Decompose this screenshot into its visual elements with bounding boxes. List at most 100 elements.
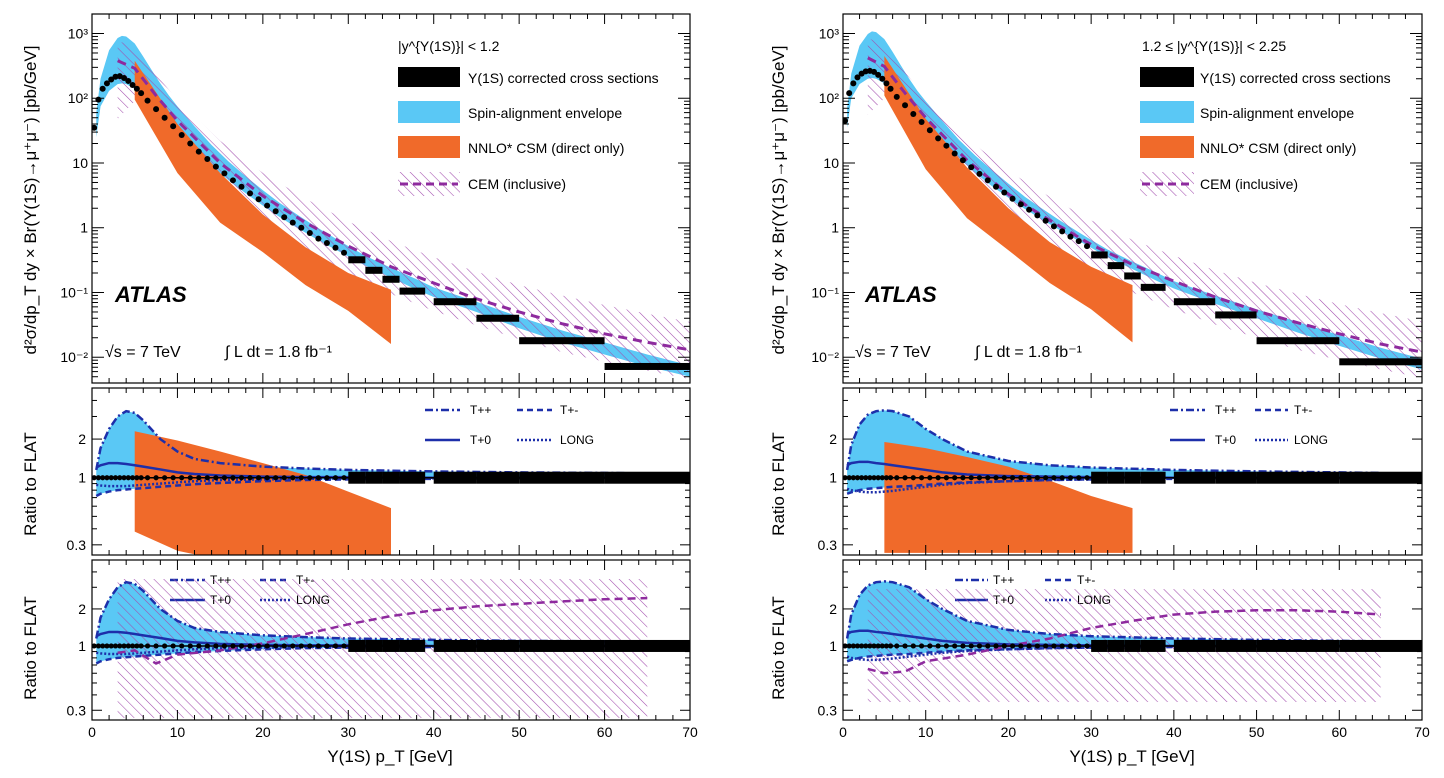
- legend-label-envelope: Spin-alignment envelope: [1200, 105, 1354, 121]
- ratio-y-tick-label: 2: [829, 431, 837, 447]
- legend-swatch-data: [398, 67, 460, 87]
- axes-frame: [91, 387, 691, 556]
- ratio-y-tick-label: 2: [78, 601, 86, 617]
- data-point: [1140, 283, 1166, 291]
- ratio-y-tick-label: 0.3: [818, 702, 838, 718]
- data-point: [382, 275, 400, 283]
- cem-central-line: [117, 59, 690, 352]
- axes-frame: [842, 13, 1423, 384]
- data-point: [875, 71, 882, 78]
- cem-hatch-band: [867, 37, 1422, 378]
- data-point: [153, 106, 160, 113]
- ratio1-plot-area: [92, 409, 690, 555]
- legend-label-tpm: T+-: [1294, 403, 1312, 417]
- data-point: [341, 249, 348, 256]
- data-point: [959, 157, 966, 164]
- data-point: [984, 177, 991, 184]
- data-point: [323, 240, 330, 247]
- data-point: [121, 75, 128, 82]
- legend-swatch-envelope: [398, 101, 460, 123]
- x-tick-label: 10: [918, 724, 934, 740]
- legend-label-tpp: T++: [470, 403, 491, 417]
- data-point: [247, 190, 254, 197]
- data-point: [1256, 337, 1340, 345]
- legend-label-tp0: T+0: [470, 433, 491, 447]
- ratio2-long-line: [96, 644, 648, 656]
- data-point: [1173, 298, 1216, 306]
- data-point: [1034, 212, 1041, 219]
- rapidity-label-left: |y^{Υ(1S)}| < 1.2: [398, 38, 500, 54]
- data-point: [92, 124, 98, 131]
- y-tick-label: 10²: [68, 90, 89, 106]
- data-point: [348, 256, 366, 264]
- legend-swatch-envelope: [1140, 101, 1194, 123]
- legend-label-tpp: T++: [1215, 403, 1236, 417]
- legend-label-cem: CEM (inclusive): [1200, 176, 1298, 192]
- data-point: [298, 224, 305, 231]
- data-point: [1017, 201, 1024, 208]
- ratio2-ylabel-left: Ratio to FLAT: [21, 596, 40, 700]
- data-point: [1339, 358, 1422, 366]
- legend-label-long: LONG: [560, 433, 594, 447]
- data-point: [976, 170, 983, 177]
- atlas-label-right: ATLAS: [864, 282, 937, 307]
- ratio-y-tick-label: 0.3: [818, 537, 838, 553]
- data-point: [272, 208, 279, 215]
- legend-swatch-csm: [398, 136, 460, 158]
- data-point: [951, 150, 958, 157]
- axes-frame: [842, 387, 1423, 556]
- data-point: [854, 74, 861, 81]
- data-point: [144, 97, 151, 104]
- ratio1-tpp-line: [95, 409, 648, 475]
- data-point: [476, 314, 520, 322]
- data-point: [170, 123, 177, 130]
- cem-central-line: [867, 56, 1422, 354]
- legend2-label-tpm: T+-: [1077, 573, 1095, 587]
- top-ylabel-left: d²σ/dp_T dy × Br(Υ(1S)→μ⁺μ⁻) [pb/GeV]: [21, 46, 40, 355]
- ratio-y-tick-label: 1: [78, 470, 86, 486]
- ratio1-csm-band: [884, 441, 1133, 553]
- data-point: [433, 298, 477, 306]
- data-point: [879, 75, 886, 82]
- data-point: [918, 118, 925, 125]
- data-point: [212, 163, 219, 170]
- ratio2-plot-area: [843, 580, 1422, 703]
- ratio1-plot-area: [843, 409, 1422, 553]
- data-point: [125, 77, 132, 84]
- y-tick-label: 10⁻²: [60, 349, 88, 365]
- energy-label-right: √s = 7 TeV: [855, 344, 931, 361]
- y-tick-label: 1: [831, 220, 839, 236]
- legend-swatch-csm: [1140, 136, 1194, 158]
- y-tick-label: 1: [80, 220, 88, 236]
- data-point: [1084, 243, 1091, 250]
- x-tick-label: 10: [170, 724, 186, 740]
- ratio2-tpp-line: [845, 580, 1381, 643]
- legend-ratio1-left: T++ T+- T+0 LONG: [425, 403, 594, 447]
- data-point: [1107, 262, 1125, 270]
- data-point: [315, 235, 322, 242]
- data-point: [1124, 272, 1141, 280]
- data-point: [1050, 223, 1057, 230]
- data-point: [365, 266, 383, 274]
- data-point: [264, 202, 271, 209]
- data-point: [926, 127, 933, 134]
- legend-top-left: Υ(1S) corrected cross sections Spin-alig…: [398, 67, 659, 196]
- ratio-y-tick-label: 1: [829, 638, 837, 654]
- data-point: [178, 132, 185, 139]
- x-tick-label: 30: [1083, 724, 1099, 740]
- data-point: [604, 362, 690, 370]
- axes-frame: [842, 559, 1423, 721]
- y-tick-label: 10: [823, 155, 839, 171]
- legend-label-envelope: Spin-alignment envelope: [468, 105, 622, 121]
- data-point: [1042, 217, 1049, 224]
- ratio-y-tick-label: 1: [829, 470, 837, 486]
- axes-frame: [91, 559, 691, 721]
- data-point: [846, 90, 853, 97]
- ratio-y-tick-label: 1: [78, 638, 86, 654]
- legend-label-tp0: T+0: [1215, 433, 1236, 447]
- data-point: [993, 183, 1000, 190]
- data-point: [332, 244, 339, 251]
- axes-frame: [91, 13, 691, 384]
- data-point: [902, 102, 909, 109]
